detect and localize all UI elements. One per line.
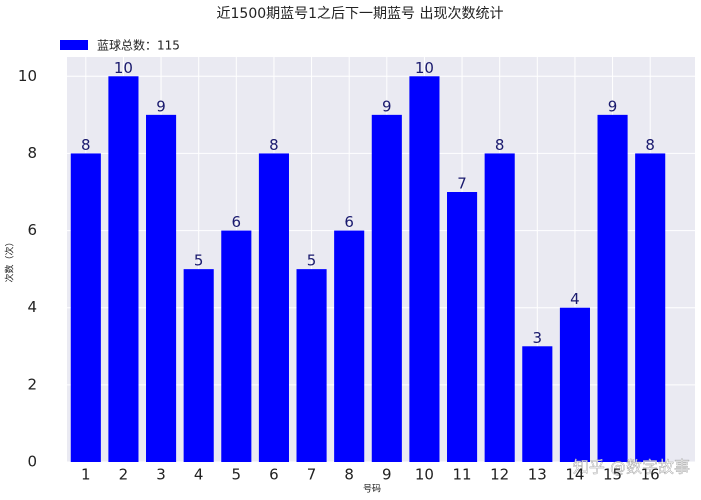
- bar-value-label: 9: [382, 97, 392, 115]
- bar-value-label: 6: [344, 213, 354, 231]
- bar-value-label: 8: [645, 136, 655, 154]
- legend-label: 蓝球总数：115: [97, 38, 180, 53]
- x-tick-label: 8: [344, 466, 354, 484]
- legend-swatch: [60, 40, 88, 50]
- x-axis-label: 号码: [363, 484, 381, 495]
- bar: [296, 269, 327, 462]
- x-tick-label: 11: [453, 466, 472, 484]
- bar: [146, 114, 177, 462]
- y-tick-label: 2: [27, 375, 37, 393]
- bars: 8 10 9 5 6 8 5 6 9 10 7 8 3 4 9 8: [70, 59, 666, 463]
- bar: [635, 153, 666, 462]
- x-tick-label: 12: [490, 466, 509, 484]
- x-tick-label: 4: [194, 466, 204, 484]
- bar-value-label: 9: [156, 97, 166, 115]
- x-tick-label: 15: [603, 466, 622, 484]
- y-tick-label: 4: [27, 298, 37, 316]
- x-tick-label: 1: [81, 466, 91, 484]
- bar-value-label: 8: [81, 136, 91, 154]
- bar-value-label: 7: [457, 175, 467, 193]
- x-tick-label: 10: [415, 466, 434, 484]
- bar: [108, 76, 139, 463]
- chart-title: 近1500期蓝号1之后下一期蓝号 出现次数统计: [217, 6, 504, 22]
- x-tick-label: 2: [119, 466, 129, 484]
- x-tick-label: 14: [565, 466, 584, 484]
- x-tick-label: 6: [269, 466, 279, 484]
- bar-value-label: 8: [269, 136, 279, 154]
- bar-value-label: 5: [194, 252, 204, 270]
- bar: [522, 346, 553, 462]
- x-tick-label: 13: [528, 466, 547, 484]
- x-tick-label: 3: [156, 466, 166, 484]
- bar: [447, 192, 478, 462]
- bar-value-label: 5: [307, 252, 317, 270]
- y-axis-label: 次数（次）: [4, 237, 16, 282]
- y-tick-label: 0: [27, 453, 37, 471]
- bar-value-label: 9: [608, 97, 618, 115]
- bar: [221, 230, 252, 462]
- bar-value-label: 4: [570, 290, 580, 308]
- bar: [559, 307, 590, 462]
- bar-value-label: 6: [232, 213, 242, 231]
- bar-value-label: 8: [495, 136, 505, 154]
- bar: [258, 153, 289, 462]
- bar: [183, 269, 214, 462]
- bar: [334, 230, 365, 462]
- x-tick-label: 7: [307, 466, 317, 484]
- bar: [371, 114, 402, 462]
- bar-value-label: 10: [415, 59, 434, 77]
- y-tick-label: 10: [18, 67, 37, 85]
- bar-value-label: 10: [114, 59, 133, 77]
- x-tick-label: 16: [641, 466, 660, 484]
- bar-value-label: 3: [533, 329, 543, 347]
- bar: [70, 153, 101, 462]
- x-tick-label: 9: [382, 466, 392, 484]
- watermark: 知乎 @数字故事: [573, 458, 690, 477]
- bar: [484, 153, 515, 462]
- y-tick-label: 6: [27, 221, 37, 239]
- y-tick-label: 8: [27, 144, 37, 162]
- bar: [409, 76, 440, 463]
- x-tick-label: 5: [232, 466, 242, 484]
- bar: [597, 114, 628, 462]
